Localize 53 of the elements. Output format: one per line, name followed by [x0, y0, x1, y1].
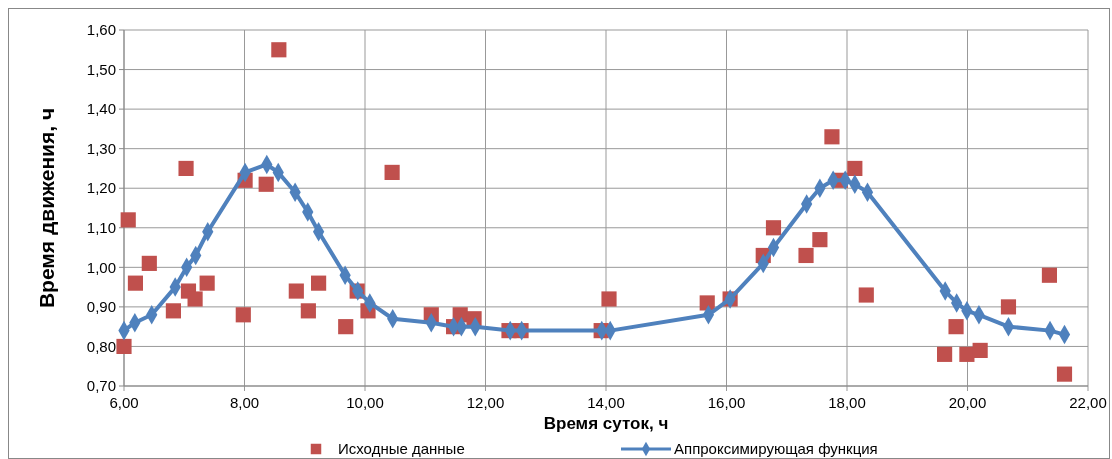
legend-label: Аппроксимирующая функция — [674, 440, 878, 457]
point — [127, 275, 144, 291]
point — [311, 275, 327, 291]
y-tick-label: 1,60 — [86, 21, 116, 39]
y-tick-label: 1,10 — [86, 219, 116, 237]
y-tick-label: 1,20 — [86, 179, 116, 197]
y-tick-label: 1,00 — [86, 258, 116, 276]
y-tick-label: 0,90 — [86, 298, 116, 316]
point — [1000, 299, 1017, 315]
y-tick-label: 0,80 — [86, 337, 116, 355]
x-tick-label: 12,00 — [466, 394, 505, 411]
point — [116, 338, 132, 355]
point — [258, 176, 274, 192]
y-tick-label: 1,50 — [86, 60, 116, 78]
point — [165, 303, 181, 319]
point — [199, 275, 215, 291]
point — [601, 291, 617, 307]
y-tick-label: 0,70 — [86, 377, 116, 395]
point — [858, 287, 874, 303]
point — [1041, 267, 1058, 283]
point — [972, 342, 988, 358]
point — [384, 164, 400, 180]
y-tick-label: 1,30 — [86, 139, 116, 157]
point — [798, 247, 814, 264]
x-tick-label: 14,00 — [587, 394, 625, 411]
point — [178, 160, 194, 177]
point — [937, 346, 953, 362]
y-axis-title: Время движения, ч — [35, 107, 58, 309]
x-tick-label: 10,00 — [346, 394, 384, 411]
point — [300, 303, 316, 319]
x-tick-label: 20,00 — [948, 394, 987, 411]
x-axis-title: Время суток, ч — [543, 414, 669, 433]
point — [187, 291, 203, 307]
x-tick-label: 16,00 — [707, 394, 746, 411]
legend-label: Исходные данные — [338, 440, 465, 457]
point — [959, 346, 975, 362]
point — [288, 283, 304, 299]
y-tick-label: 1,40 — [86, 100, 116, 118]
point — [338, 319, 354, 335]
x-tick-label: 18,00 — [828, 394, 866, 411]
point — [948, 319, 964, 335]
point — [847, 160, 863, 177]
x-tick-label: 6,00 — [109, 394, 139, 411]
point — [1056, 366, 1073, 382]
point — [235, 307, 251, 323]
point — [120, 212, 136, 228]
x-tick-label: 22,00 — [1069, 394, 1107, 411]
point — [271, 42, 287, 58]
point — [812, 232, 828, 248]
point — [824, 129, 840, 145]
x-tick-label: 8,00 — [229, 394, 260, 411]
point — [765, 220, 782, 236]
point — [141, 255, 157, 271]
